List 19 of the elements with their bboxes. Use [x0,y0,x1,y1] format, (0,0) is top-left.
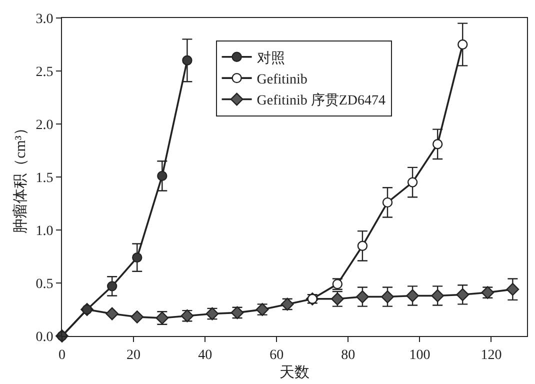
y-tick-label: 1.0 [36,224,54,239]
x-tick-label: 120 [480,348,502,363]
y-tick-label: 3.0 [36,12,54,27]
x-tick-label: 40 [198,348,212,363]
y-tick-label: 1.5 [36,170,54,186]
x-tick-label: 100 [409,348,430,363]
y-tick-label: 0.5 [36,276,54,292]
y-tick-label: 2.5 [36,64,54,80]
legend-label: 对照 [256,50,285,66]
y-tick-label: 0.0 [36,330,54,345]
x-tick-label: 0 [58,348,66,363]
x-axis-title: 天数 [280,364,310,381]
legend-label: Gefitinib 序贯ZD6474 [256,92,386,109]
legend-label: Gefitinib [256,72,308,88]
x-tick-label: 20 [126,348,141,363]
x-tick-label: 60 [270,348,284,363]
x-tick-label: 80 [341,348,356,363]
y-axis-title: 肿瘤体积（cm³） [12,120,29,234]
y-tick-label: 2.0 [36,118,54,133]
